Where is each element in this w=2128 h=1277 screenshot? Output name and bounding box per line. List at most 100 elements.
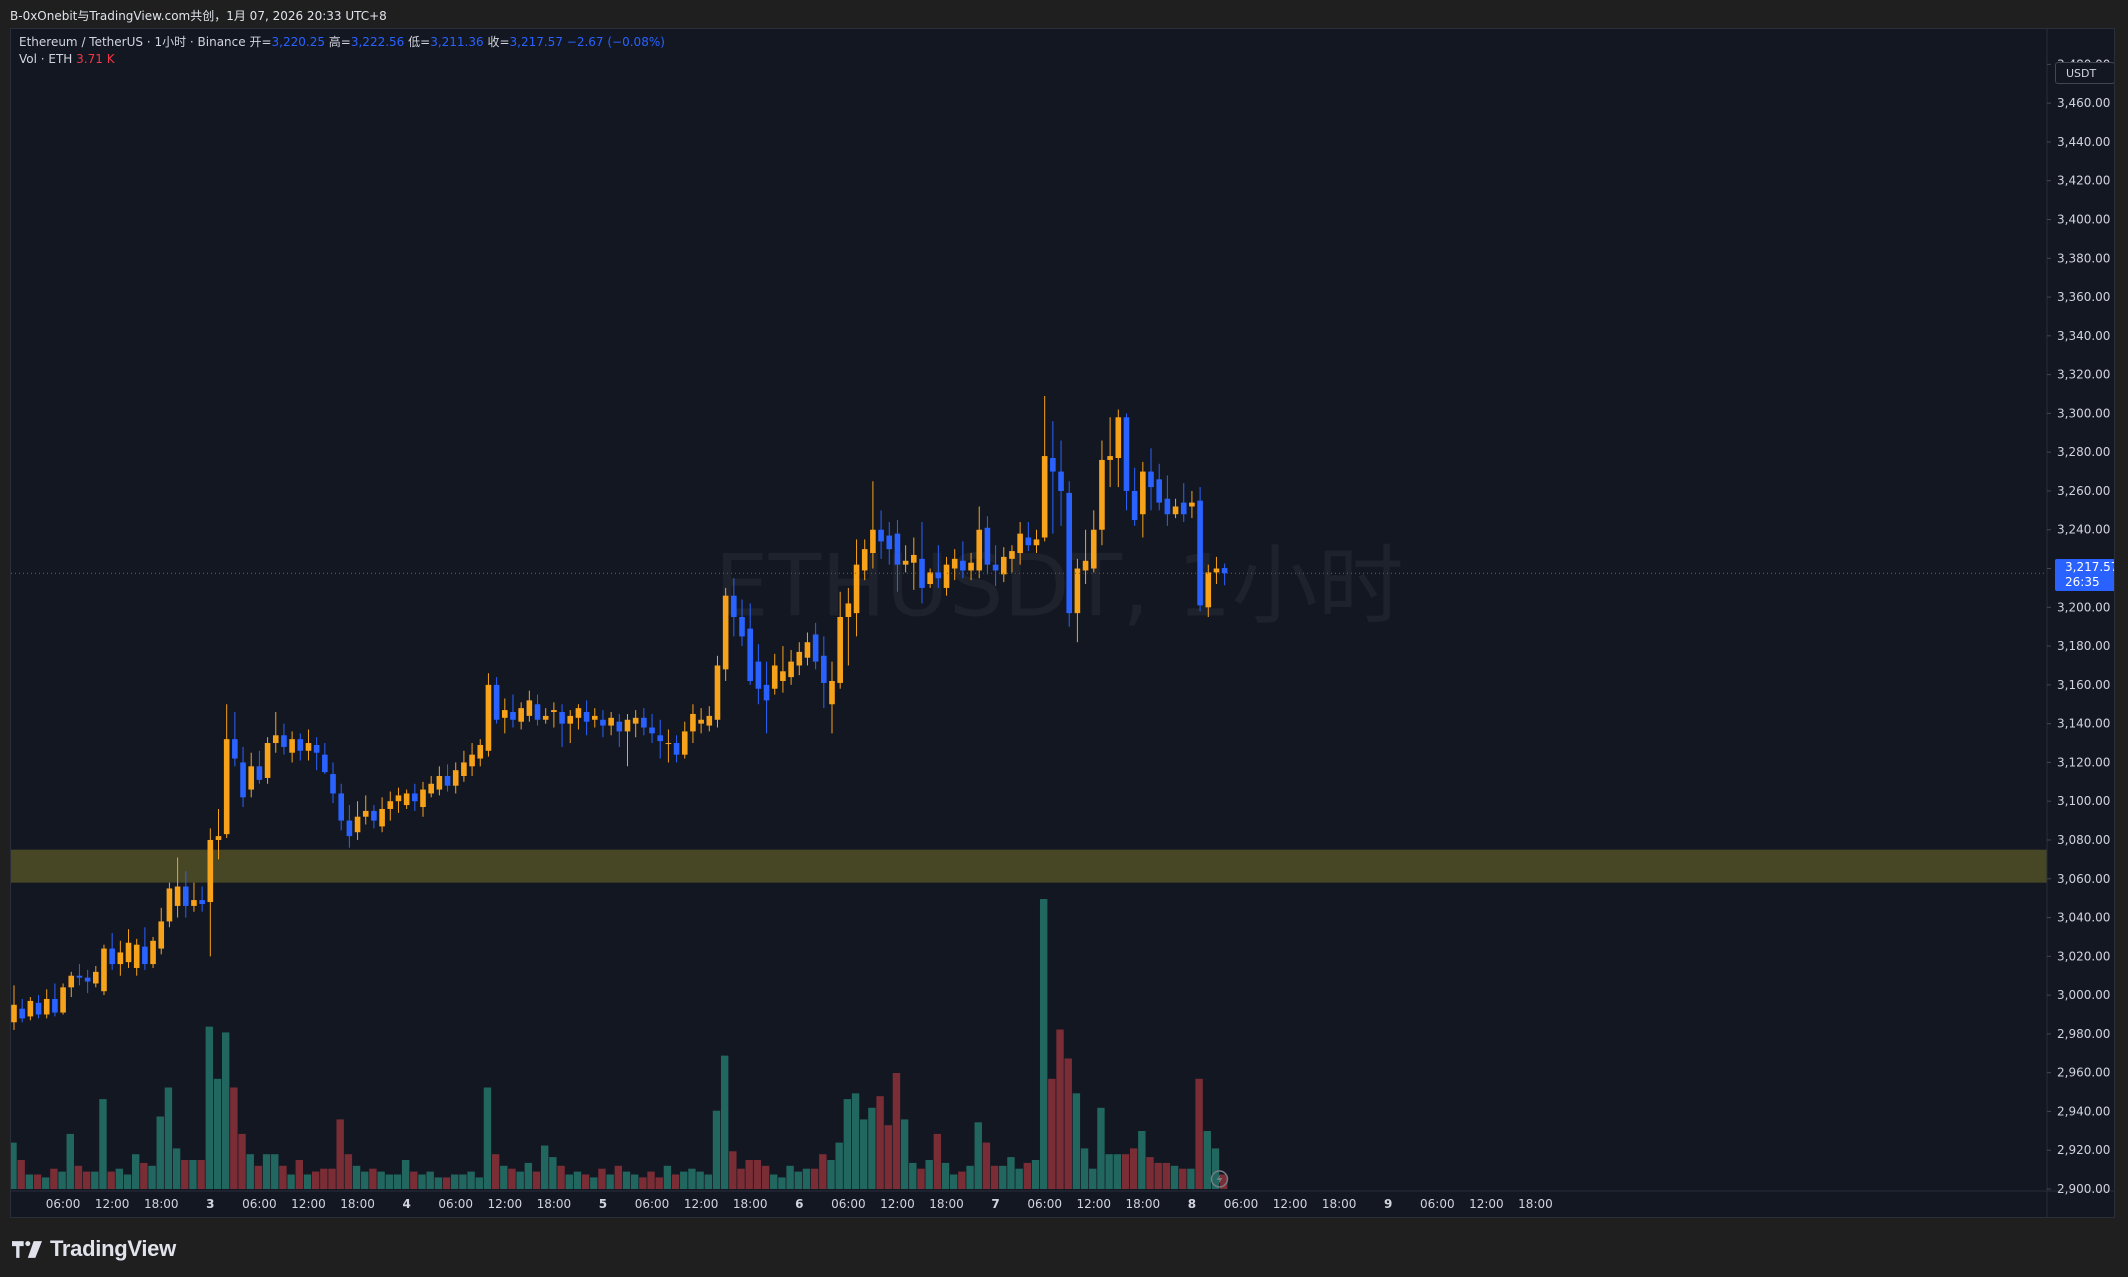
candle-body	[182, 886, 189, 906]
volume-bar	[123, 1174, 132, 1189]
legend-high-label: 高=	[328, 35, 351, 49]
volume-bar	[671, 1174, 680, 1189]
volume-bar	[377, 1171, 385, 1189]
volume-bar	[434, 1177, 443, 1189]
volume-bar	[140, 1162, 148, 1189]
volume-bar	[827, 1160, 835, 1189]
candle-body	[575, 708, 582, 718]
candle-body	[428, 783, 434, 794]
volume-bar	[696, 1171, 704, 1189]
volume-bar	[238, 1133, 246, 1189]
tradingview-logo[interactable]: TradingView	[12, 1236, 176, 1262]
volume-bar	[1056, 1029, 1064, 1189]
time-tick-label: 18:00	[733, 1197, 768, 1211]
candle-body	[1189, 502, 1195, 507]
volume-bar	[1097, 1107, 1105, 1189]
volume-bar	[189, 1160, 197, 1189]
volume-bar	[900, 1119, 909, 1189]
candle-body	[870, 529, 876, 554]
candle-body	[1009, 551, 1015, 559]
volume-bar	[794, 1171, 802, 1189]
volume-bar	[647, 1171, 655, 1189]
volume-bar	[925, 1160, 933, 1189]
candle-body	[583, 712, 590, 722]
volume-bar	[107, 1171, 115, 1189]
candle-body	[690, 713, 696, 732]
symbol-watermark: ETHUSDT, 1小时	[714, 536, 1403, 636]
candle-body	[502, 710, 508, 718]
candle-body	[379, 808, 385, 827]
time-tick-label: 06:00	[1027, 1197, 1062, 1211]
time-tick-label: 12:00	[488, 1197, 523, 1211]
candle-body	[469, 754, 475, 767]
price-tick-label: 3,100.00	[2057, 794, 2110, 808]
volume-bar	[352, 1165, 361, 1189]
candle-body	[452, 770, 459, 786]
price-tick-label: 3,340.00	[2057, 329, 2110, 343]
time-tick-label: 18:00	[1126, 1197, 1161, 1211]
currency-selector[interactable]: USDT	[2055, 62, 2114, 84]
volume-bar	[393, 1174, 402, 1189]
volume-bar	[164, 1087, 173, 1189]
candle-body	[354, 816, 361, 833]
candle-body	[534, 704, 541, 720]
volume-bar	[66, 1133, 74, 1189]
price-tick-label: 3,260.00	[2057, 484, 2110, 498]
time-tick-label: 4	[402, 1197, 410, 1211]
candle-body	[264, 743, 271, 778]
volume-bar	[712, 1110, 721, 1189]
price-tick-label: 3,020.00	[2057, 949, 2110, 963]
legend-row-volume: Vol · ETH 3.71 K	[19, 51, 665, 68]
candle-body	[289, 739, 295, 753]
lightning-icon	[1216, 1174, 1223, 1184]
volume-bar	[1015, 1168, 1023, 1189]
candle-body	[649, 727, 655, 734]
chart-canvas[interactable]: ETHUSDT, 1小时 2,900.00 2,920.00 2,940.00 2,9…	[11, 29, 2115, 1218]
candle-body	[771, 665, 778, 689]
time-tick-label: 06:00	[1420, 1197, 1455, 1211]
candle-body	[338, 793, 344, 821]
volume-bar	[958, 1171, 966, 1189]
candle-body	[747, 628, 753, 681]
candle-body	[1033, 539, 1040, 546]
candle-body	[616, 721, 623, 732]
time-tick-label: 06:00	[438, 1197, 473, 1211]
volume-bar	[246, 1154, 254, 1189]
candle-body	[1074, 568, 1081, 614]
volume-bar	[1219, 1174, 1228, 1189]
volume-bar	[483, 1087, 492, 1189]
volume-bar	[205, 1026, 214, 1189]
candle-body	[43, 998, 50, 1015]
candle-body	[371, 810, 377, 821]
chart-panel[interactable]: ETHUSDT, 1小时 2,900.00 2,920.00 2,940.00 2,9…	[10, 28, 2115, 1218]
volume-bar	[835, 1142, 843, 1189]
candle-body	[526, 700, 533, 716]
last-price-value: 3,217.57	[2065, 560, 2115, 575]
price-tick-label: 3,320.00	[2057, 368, 2110, 382]
volume-bar	[573, 1171, 582, 1189]
volume-bar	[459, 1174, 467, 1189]
candle-body	[412, 793, 418, 802]
volume-bar	[917, 1168, 925, 1189]
time-tick-label: 12:00	[95, 1197, 130, 1211]
candle-body	[485, 684, 492, 751]
volume-bar	[328, 1168, 336, 1189]
volume-bar	[344, 1154, 353, 1189]
candle-body	[395, 795, 402, 802]
candle-body	[608, 717, 614, 726]
volume-bar	[320, 1168, 328, 1189]
price-tick-label: 3,360.00	[2057, 290, 2110, 304]
candle-body	[641, 717, 647, 728]
candle-body	[796, 651, 803, 666]
candle-body	[1099, 459, 1105, 530]
candle-body	[117, 952, 124, 965]
candle-body	[567, 715, 574, 724]
volume-bar	[58, 1171, 66, 1189]
volume-bar	[25, 1174, 34, 1189]
candle-body	[976, 529, 983, 571]
candle-body	[60, 987, 66, 1013]
volume-bar	[426, 1171, 434, 1189]
candles-layer	[11, 395, 1228, 1031]
volume-bar	[221, 1032, 230, 1189]
price-tick-label: 2,940.00	[2057, 1104, 2110, 1118]
